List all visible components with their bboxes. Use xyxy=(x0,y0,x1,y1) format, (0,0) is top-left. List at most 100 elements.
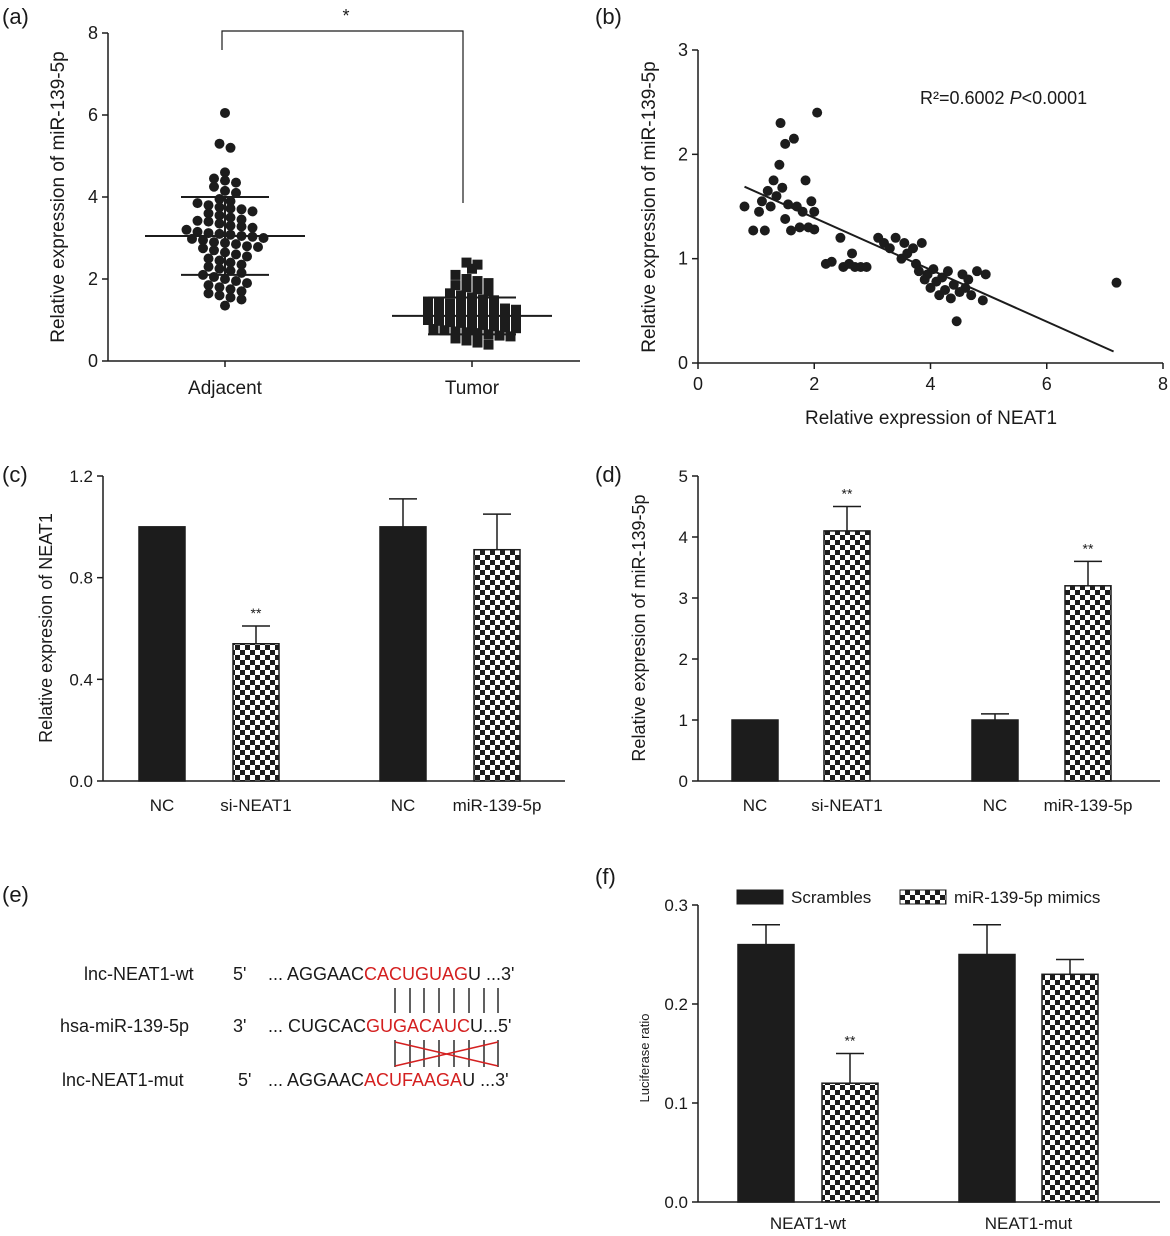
data-point xyxy=(192,215,203,226)
data-point xyxy=(214,210,225,221)
data-point xyxy=(467,263,477,274)
y-tick-label: 2 xyxy=(679,650,688,669)
data-point xyxy=(423,305,433,316)
panel-label-f: (f) xyxy=(595,864,616,889)
data-point xyxy=(242,241,252,252)
data-point xyxy=(913,266,924,277)
data-point xyxy=(203,253,214,264)
data-point xyxy=(203,280,214,291)
bar xyxy=(138,526,186,782)
data-point xyxy=(511,313,521,324)
data-point xyxy=(236,267,247,278)
seq-seed: CACUGUAG xyxy=(364,964,469,984)
seq-prefix: ... CUGCAC xyxy=(268,1016,367,1036)
data-point xyxy=(198,235,208,246)
data-point xyxy=(754,206,765,217)
seq-row-sequence: ... AGGAACACUFAAGAU ...3' xyxy=(268,1070,509,1091)
data-point xyxy=(765,201,776,212)
data-point xyxy=(203,200,214,211)
data-point xyxy=(220,274,230,284)
data-point xyxy=(847,248,858,259)
x-tick-label: NEAT1-wt xyxy=(770,1214,846,1233)
y-tick-label: 0.4 xyxy=(69,670,93,689)
panel-e-alignment: (e) lnc-NEAT1-wt 5' ... AGGAACCACUGUAGU … xyxy=(0,860,585,1236)
significance-bracket xyxy=(221,30,464,203)
bar xyxy=(823,530,871,782)
y-tick-label: 5 xyxy=(679,467,688,486)
data-point xyxy=(780,138,791,149)
data-point xyxy=(759,225,770,236)
data-point xyxy=(225,265,236,276)
data-point xyxy=(439,325,450,336)
data-point xyxy=(198,243,208,254)
data-point xyxy=(916,238,927,249)
y-tick-label: 0 xyxy=(678,353,688,373)
data-point xyxy=(423,315,433,325)
panel-label-d: (d) xyxy=(595,462,622,487)
significance-mark: ** xyxy=(1083,540,1094,556)
data-point xyxy=(511,323,521,334)
data-point xyxy=(236,286,247,297)
mismatch-cross xyxy=(394,1041,499,1067)
data-point xyxy=(225,292,236,303)
bar xyxy=(958,953,1016,1203)
data-point xyxy=(445,317,455,328)
data-point xyxy=(826,256,837,267)
bar xyxy=(971,719,1019,782)
data-point xyxy=(809,206,820,217)
data-point xyxy=(500,322,510,333)
data-point xyxy=(980,269,991,280)
data-point xyxy=(511,304,521,315)
data-point xyxy=(806,196,817,207)
y-tick-label: 0.3 xyxy=(664,896,688,915)
x-tick-label: 8 xyxy=(1158,374,1168,394)
data-point xyxy=(203,288,214,299)
data-point xyxy=(456,308,466,319)
data-point xyxy=(225,220,236,231)
bar xyxy=(1064,585,1112,782)
panel-label-b: (b) xyxy=(595,4,622,29)
data-point xyxy=(788,133,799,144)
data-point xyxy=(942,266,953,277)
data-point xyxy=(231,187,241,198)
data-point xyxy=(483,278,494,289)
data-point xyxy=(225,203,236,214)
data-point xyxy=(472,259,483,270)
panel-d-chart: (d) 0 1 2 3 4 5 Relative expresion of miR-139-… xyxy=(595,462,1160,815)
x-tick-label: 2 xyxy=(809,374,819,394)
significance-mark: * xyxy=(342,6,349,26)
data-point xyxy=(786,225,796,236)
data-point xyxy=(500,312,510,323)
data-point xyxy=(242,251,252,262)
data-point xyxy=(445,288,455,299)
data-point xyxy=(214,255,225,266)
data-point xyxy=(220,175,230,186)
data-point xyxy=(478,319,488,330)
seq-suffix: U ...3' xyxy=(462,1070,509,1090)
data-point xyxy=(445,298,455,309)
data-point xyxy=(247,206,258,217)
data-point xyxy=(236,259,247,270)
data-point xyxy=(472,328,483,339)
y-tick-label: 0.0 xyxy=(69,772,93,791)
seq-row-end: 5' xyxy=(233,964,247,984)
data-point xyxy=(861,262,872,273)
data-point xyxy=(739,201,750,212)
data-point xyxy=(478,301,488,312)
data-point xyxy=(220,167,230,178)
panel-label-a: (a) xyxy=(2,4,29,29)
data-point xyxy=(777,182,788,193)
data-point xyxy=(236,294,247,305)
data-point xyxy=(209,245,219,256)
y-tick-label: 0.0 xyxy=(664,1193,688,1212)
data-point xyxy=(505,331,516,342)
data-point xyxy=(774,159,785,170)
panel-a-chart: (a) 0 2 4 6 8 Relative expression of miR-139-… xyxy=(2,4,580,399)
data-point xyxy=(489,302,499,313)
y-tick-label: 1.2 xyxy=(69,467,93,486)
y-axis-label: Relative expresion of miR-139-5p xyxy=(629,494,649,761)
y-tick-label: 8 xyxy=(88,23,98,43)
data-point xyxy=(809,224,820,235)
legend-swatch xyxy=(736,889,784,905)
data-point xyxy=(461,327,472,338)
